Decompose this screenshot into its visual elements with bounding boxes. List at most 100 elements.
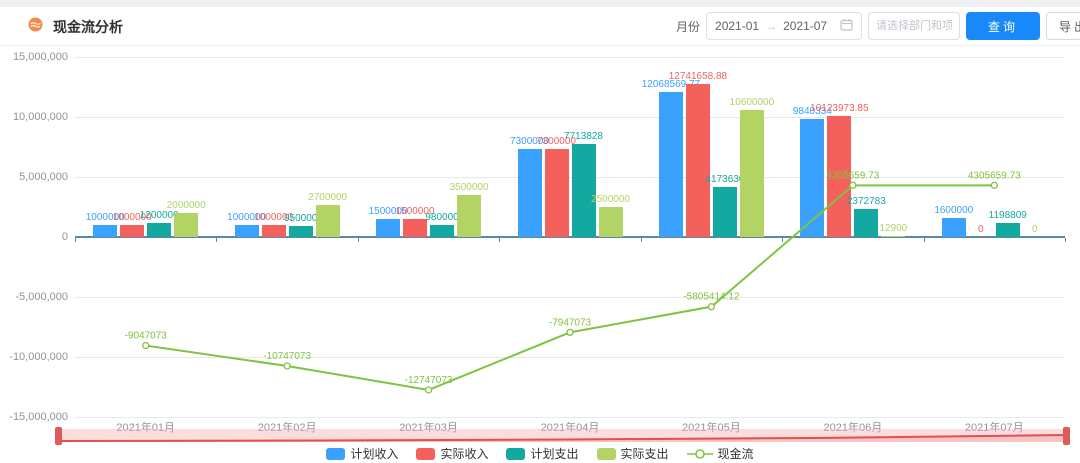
bar-planned-expense-m2[interactable]: [288, 225, 313, 237]
x-axis-tick: [216, 238, 218, 242]
x-axis-label: 2021年01月: [116, 422, 176, 434]
y-axis-label: 10,000,000: [12, 111, 68, 123]
export-button[interactable]: 导出: [1046, 12, 1080, 40]
y-axis-label: -15,000,000: [9, 411, 68, 423]
date-range-picker[interactable]: 2021-01 → 2021-07: [706, 12, 863, 40]
legend-item-planned-expense[interactable]: 计划支出: [506, 445, 579, 462]
legend-label: 计划支出: [530, 447, 579, 461]
department-project-input[interactable]: [868, 12, 961, 40]
page-title: 现金流分析: [53, 18, 123, 35]
bar-actual-income-m5[interactable]: [685, 84, 710, 237]
legend-item-planned-income[interactable]: 计划收入: [326, 445, 398, 462]
x-axis-label: 2021年02月: [257, 422, 317, 434]
line-value-label: -12747073: [405, 375, 453, 386]
gridline: [75, 297, 1065, 298]
gridline: [75, 417, 1065, 418]
y-axis-label: -5,000,000: [15, 291, 68, 303]
bar-actual-income-m6[interactable]: [827, 115, 852, 237]
legend-swatch: [326, 447, 346, 460]
chart-legend: 计划收入 实际收入 计划支出 实际支出 现金流: [0, 445, 1080, 462]
x-axis-tick: [75, 238, 76, 242]
bar-actual-expense-m6[interactable]: [881, 236, 906, 237]
cashflow-line: -9047073-10747073-12747073-7947073-58054…: [125, 170, 1021, 394]
bar-actual-expense-m2[interactable]: [315, 204, 340, 237]
y-axis-label: 15,000,000: [12, 51, 68, 63]
line-point-cash-flow-m2[interactable]: [283, 362, 291, 370]
line-value-label: 4305659.73: [968, 170, 1021, 181]
bar-value-label: 7300000: [510, 136, 549, 148]
bar-value-label: 1600000: [934, 204, 974, 216]
y-axis-label: -10,000,000: [9, 351, 68, 363]
datazoom-slider[interactable]: [55, 427, 1070, 445]
line-value-label: -9047073: [125, 331, 168, 342]
legend-swatch: [416, 447, 436, 460]
bar-value-label: 3500000: [449, 182, 489, 193]
bar-planned-income-m4[interactable]: [517, 149, 542, 237]
bar-planned-income-m5[interactable]: [658, 92, 683, 237]
gridline: [75, 357, 1065, 358]
line-value-label: -7947073: [549, 317, 592, 328]
money-icon: [28, 17, 43, 37]
bar-actual-expense-m5[interactable]: [739, 109, 764, 237]
bar-actual-income-m3[interactable]: [403, 219, 428, 237]
query-button[interactable]: 查询: [966, 12, 1041, 40]
bar-value-label: 12068569.77: [641, 79, 701, 91]
legend-item-cash-flow[interactable]: 现金流: [686, 445, 754, 462]
line-point-cash-flow-m3[interactable]: [424, 386, 433, 394]
legend-line-icon: [686, 448, 713, 459]
bar-actual-expense-m4[interactable]: [598, 207, 623, 237]
bar-planned-expense-m4[interactable]: [571, 144, 596, 237]
datazoom-shadow: [57, 434, 1068, 442]
datazoom-handle-left[interactable]: [55, 427, 62, 445]
datazoom-handle-right[interactable]: [1063, 427, 1070, 445]
x-axis-tick: [640, 238, 642, 242]
bar-value-label: 1000000: [112, 212, 152, 223]
legend-label: 现金流: [717, 447, 754, 461]
date-start-value[interactable]: 2021-01: [715, 19, 760, 33]
bar-planned-income-m6[interactable]: [800, 118, 825, 237]
bar-planned-expense-m5[interactable]: [712, 186, 737, 237]
bar-planned-expense-m6[interactable]: [854, 208, 879, 237]
bar-value-label: 12900: [879, 223, 908, 234]
legend-item-actual-expense[interactable]: 实际支出: [596, 445, 669, 462]
bar-actual-income-m4[interactable]: [544, 149, 569, 237]
page-top-strip: [0, 0, 1080, 7]
cashflow-chart: 15,000,000 10,000,000 5,000,000 0 -5,000,000…: [0, 46, 1080, 463]
legend-item-actual-income[interactable]: 实际收入: [416, 445, 488, 462]
line-point-cash-flow-m4[interactable]: [566, 328, 574, 337]
bar-actual-expense-m3[interactable]: [457, 195, 482, 237]
x-axis-tick: [357, 238, 359, 242]
range-separator: →: [765, 19, 778, 33]
bar-value-label: 4173630: [705, 173, 745, 185]
bar-planned-income-m2[interactable]: [234, 225, 259, 237]
bar-value-label: 0: [978, 224, 984, 235]
bar-value-label: 980000: [425, 212, 459, 224]
bar-actual-income-m1[interactable]: [120, 225, 145, 237]
bar-actual-expense-m1[interactable]: [174, 213, 199, 237]
date-end-value[interactable]: 2021-07: [783, 19, 828, 33]
bar-value-label: 1198809: [988, 209, 1027, 221]
bar-value-label: 0: [1032, 224, 1038, 235]
bar-value-label: 2372783: [846, 195, 886, 207]
x-axis-label: 2021年06月: [823, 422, 883, 434]
y-axis-label: 0: [61, 231, 68, 243]
bar-planned-expense-m7[interactable]: [995, 222, 1020, 237]
line-point-cash-flow-m1[interactable]: [142, 341, 150, 350]
bar-planned-expense-m1[interactable]: [147, 222, 172, 237]
month-label: 月份: [676, 19, 701, 34]
bar-planned-income-m7[interactable]: [941, 217, 966, 237]
gridline: [75, 117, 1065, 118]
calendar-icon[interactable]: [840, 18, 853, 34]
line-point-cash-flow-m7[interactable]: [990, 181, 998, 189]
bar-planned-expense-m3[interactable]: [430, 225, 455, 237]
x-axis-tick: [499, 238, 501, 242]
bar-value-label: 950000: [283, 212, 318, 224]
bar-planned-income-m1[interactable]: [93, 225, 118, 237]
bar-actual-income-m2[interactable]: [261, 225, 286, 237]
bar-planned-income-m3[interactable]: [376, 219, 401, 237]
legend-swatch: [506, 447, 526, 460]
line-point-cash-flow-m5[interactable]: [707, 303, 716, 311]
x-axis-label: 2021年03月: [399, 422, 458, 434]
bar-value-label: 10123973.85: [810, 102, 869, 114]
